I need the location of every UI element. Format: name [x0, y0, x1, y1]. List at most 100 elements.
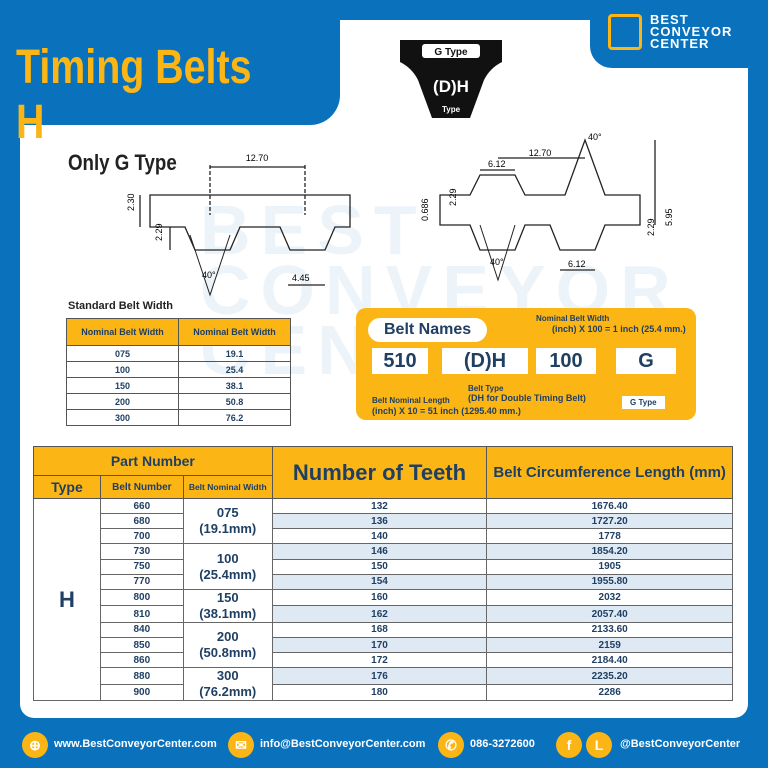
circumference-cell: 2133.60 — [486, 621, 733, 638]
svg-text:40°: 40° — [588, 132, 602, 142]
table-row: 075 19.1 — [66, 345, 291, 362]
table-cell: 19.1 — [178, 345, 291, 362]
table-row: 680 136 1727.20 — [34, 513, 733, 530]
circumference-cell: 2057.40 — [486, 605, 733, 623]
logo: BEST CONVEYOR CENTER — [590, 0, 768, 68]
belt-number-cell: 750 — [99, 558, 184, 575]
table-row: H 660 075 (19.1mm) 132 1676.40 — [33, 497, 733, 702]
part-number-header: Part Number — [33, 446, 273, 476]
width-mm: (76.2mm) — [199, 684, 257, 700]
belt-names-panel: Belt Names Nominal Belt Width (inch) X 1… — [356, 308, 696, 420]
table-row: 750 150 1905 — [34, 558, 733, 575]
width-note: (inch) X 100 = 1 inch (25.4 mm.) — [552, 324, 686, 334]
circumference-cell: 1854.20 — [486, 543, 733, 560]
table-cell: 38.1 — [178, 377, 291, 394]
svg-text:12.70: 12.70 — [529, 148, 552, 158]
belt-number-cell: 860 — [99, 652, 184, 669]
table-row: 880 300 (76.2mm) 176 2235.20 — [34, 667, 733, 702]
width-inch: 200 — [216, 629, 239, 645]
table-row: 100 25.4 — [66, 361, 291, 378]
svg-text:40°: 40° — [490, 257, 504, 267]
svg-text:6.12: 6.12 — [568, 259, 586, 269]
width-mm: (25.4mm) — [199, 566, 257, 582]
belt-number-header: Belt Number — [99, 475, 184, 499]
table-row: 800 150 (38.1mm) 160 2032 — [34, 588, 733, 623]
svg-text:2.29: 2.29 — [448, 188, 458, 206]
width-inch: 150 — [216, 589, 239, 605]
email-link[interactable]: info@BestConveyorCenter.com — [260, 738, 426, 750]
teeth-cell: 132 — [271, 497, 488, 515]
table-row: 810 162 2057.40 — [34, 605, 733, 623]
svg-text:6.12: 6.12 — [488, 159, 506, 169]
social-handle: @BestConveyorCenter — [620, 738, 741, 750]
title-box: Timing Belts H — [0, 0, 340, 149]
name-box-g: G — [616, 348, 676, 374]
g-type-note: G Type — [622, 396, 665, 409]
circumference-cell: 2184.40 — [486, 652, 733, 669]
svg-text:4.45: 4.45 — [292, 273, 310, 283]
type-cell: H — [33, 497, 101, 702]
table-row: 860 172 2184.40 — [34, 652, 733, 669]
table-row: 300 76.2 — [66, 409, 291, 426]
column-header: Nominal Belt Width — [178, 318, 291, 346]
name-box-length: 510 — [372, 348, 428, 374]
svg-text:40°: 40° — [202, 270, 216, 280]
belt-width-cell: 200 (50.8mm) — [182, 621, 273, 669]
svg-text:2.29: 2.29 — [154, 223, 164, 241]
teeth-cell: 160 — [271, 588, 488, 607]
svg-text:2.29: 2.29 — [646, 218, 656, 236]
standard-width-label: Standard Belt Width — [68, 300, 174, 312]
email-icon: ✉ — [228, 732, 254, 758]
svg-text:5.95: 5.95 — [664, 208, 674, 226]
table-row: 700 140 1778 — [34, 528, 733, 545]
width-inch: 075 — [216, 505, 239, 521]
belt-width-header: Belt Nominal Width — [182, 475, 273, 499]
width-mm: (50.8mm) — [199, 645, 257, 661]
table-cell: 150 — [66, 377, 179, 394]
g-type-badge: G Type (D)H Type — [400, 40, 502, 118]
belt-width-cell: 300 (76.2mm) — [182, 667, 273, 702]
logo-text: CENTER — [650, 36, 710, 51]
belt-number-cell: 840 — [99, 621, 184, 638]
table-cell: 075 — [66, 345, 179, 362]
table-cell: 200 — [66, 393, 179, 410]
belt-number-cell: 730 — [99, 543, 184, 560]
circumference-cell: 1905 — [486, 558, 733, 575]
width-inch: 100 — [216, 550, 239, 566]
phone-number[interactable]: 086-3272600 — [470, 738, 535, 750]
width-inch: 300 — [216, 668, 239, 684]
table-row: 200 50.8 — [66, 393, 291, 410]
belt-number-cell: 660 — [99, 497, 184, 515]
single-belt-diagram: 12.70 2.30 2.29 40° 4.45 — [126, 153, 351, 297]
belt-number-cell: 700 — [99, 528, 184, 545]
teeth-cell: 176 — [271, 667, 488, 685]
name-box-width: 100 — [536, 348, 596, 374]
website-link[interactable]: www.BestConveyorCenter.com — [54, 738, 217, 750]
table-row: 770 154 1955.80 — [34, 573, 733, 590]
teeth-cell: 146 — [271, 543, 488, 560]
teeth-cell: 180 — [271, 683, 488, 702]
teeth-header: Number of Teeth — [271, 446, 488, 499]
table-row: 900 180 2286 — [34, 683, 733, 702]
table-cell: 50.8 — [178, 393, 291, 410]
svg-text:(D)H: (D)H — [433, 77, 469, 96]
table-cell: 76.2 — [178, 409, 291, 426]
footer: ⊕ www.BestConveyorCenter.com ✉ info@Best… — [0, 724, 768, 768]
circumference-cell: 2032 — [486, 588, 733, 607]
facebook-icon[interactable]: f — [556, 732, 582, 758]
teeth-cell: 140 — [271, 528, 488, 545]
teeth-cell: 162 — [271, 605, 488, 623]
table-row: 850 170 2159 — [34, 636, 733, 654]
type-header: Type — [33, 475, 101, 499]
teeth-cell: 168 — [271, 621, 488, 638]
only-g-type-label: Only G Type — [68, 150, 177, 175]
belt-number-cell: 880 — [99, 667, 184, 685]
teeth-cell: 150 — [271, 558, 488, 575]
table-cell: 25.4 — [178, 361, 291, 378]
width-mm: (38.1mm) — [199, 605, 257, 621]
belt-number-cell: 680 — [99, 513, 184, 530]
column-header: Nominal Belt Width — [66, 318, 179, 346]
circumference-header: Belt Circumference Length (mm) — [486, 446, 733, 499]
svg-text:0.686: 0.686 — [420, 198, 430, 221]
line-icon[interactable]: L — [586, 732, 612, 758]
